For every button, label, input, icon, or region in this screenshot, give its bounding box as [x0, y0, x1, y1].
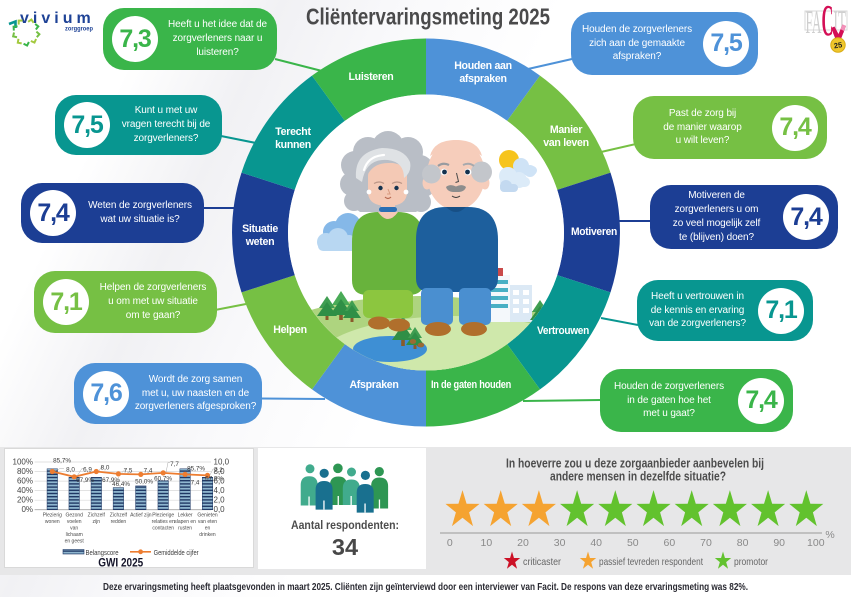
svg-text:4,0: 4,0 — [214, 486, 226, 495]
svg-text:7,2: 7,2 — [214, 467, 223, 474]
svg-text:Plezierige: Plezierige — [152, 513, 174, 519]
svg-text:C: C — [822, 0, 834, 46]
svg-text:20: 20 — [517, 537, 529, 549]
svg-text:46,4%: 46,4% — [112, 481, 130, 488]
svg-text:Helpen: Helpen — [273, 324, 307, 336]
svg-text:40: 40 — [590, 537, 602, 549]
svg-text:Lekker: Lekker — [178, 513, 193, 519]
svg-text:andere mensen in dezelfde situ: andere mensen in dezelfde situatie? — [550, 469, 726, 484]
svg-text:6,9: 6,9 — [83, 467, 92, 474]
svg-text:Cliëntervaringsmeting 2025: Cliëntervaringsmeting 2025 — [306, 4, 550, 30]
svg-text:60,7%: 60,7% — [154, 476, 172, 483]
svg-text:0: 0 — [447, 537, 453, 549]
svg-text:Houden aan: Houden aan — [454, 60, 512, 72]
svg-text:wonen: wonen — [45, 519, 60, 525]
svg-text:GWI 2025: GWI 2025 — [98, 558, 144, 570]
svg-text:passief tevreden respondent: passief tevreden respondent — [599, 556, 703, 568]
svg-text:7,7: 7,7 — [170, 461, 179, 468]
svg-text:60%: 60% — [17, 477, 33, 486]
svg-text:van eten: van eten — [198, 519, 217, 525]
svg-text:Terecht: Terecht — [275, 126, 311, 138]
svg-text:Deze ervaringsmeting heeft pla: Deze ervaringsmeting heeft plaatsgevonde… — [103, 581, 748, 593]
svg-text:Plezierig: Plezierig — [43, 513, 62, 519]
svg-text:contacten: contacten — [152, 526, 174, 532]
svg-text:40%: 40% — [17, 486, 33, 495]
svg-text:vivium: vivium — [20, 10, 95, 27]
svg-text:criticaster: criticaster — [523, 556, 561, 568]
svg-text:25: 25 — [833, 40, 843, 50]
svg-text:34: 34 — [332, 534, 358, 560]
svg-text:Afspraken: Afspraken — [349, 379, 398, 391]
svg-text:60: 60 — [664, 537, 676, 549]
svg-text:6,0: 6,0 — [214, 477, 226, 486]
svg-text:0,0: 0,0 — [214, 505, 226, 514]
svg-text:Zichzelf: Zichzelf — [110, 513, 128, 519]
svg-text:Aantal respondenten:: Aantal respondenten: — [291, 520, 399, 532]
svg-text:Manier: Manier — [550, 124, 583, 136]
svg-text:67,9%: 67,9% — [102, 477, 120, 484]
svg-text:85,7%: 85,7% — [187, 465, 205, 472]
svg-text:20%: 20% — [17, 496, 33, 505]
svg-text:8,0: 8,0 — [101, 464, 110, 471]
svg-text:8,0: 8,0 — [214, 467, 226, 476]
svg-text:Motiveren: Motiveren — [571, 226, 617, 238]
svg-text:Luisteren: Luisteren — [349, 71, 394, 83]
svg-text:7,5: 7,5 — [124, 468, 133, 475]
svg-text:FA: FA — [806, 5, 822, 40]
svg-text:zorggroep: zorggroep — [65, 27, 93, 33]
svg-text:promotor: promotor — [734, 556, 768, 568]
svg-text:Belangscore: Belangscore — [86, 548, 119, 557]
svg-text:Actief zijn: Actief zijn — [130, 513, 152, 519]
svg-text:7,4: 7,4 — [144, 468, 153, 475]
svg-text:zijn: zijn — [93, 519, 101, 525]
svg-text:redden: redden — [111, 519, 127, 525]
svg-text:100: 100 — [807, 537, 825, 549]
svg-text:85,7%: 85,7% — [53, 458, 71, 465]
svg-text:van leven: van leven — [543, 137, 589, 149]
svg-text:kunnen: kunnen — [275, 139, 311, 151]
svg-text:100%: 100% — [13, 458, 33, 467]
svg-text:van: van — [70, 526, 78, 532]
svg-text:In hoeverre zou u deze zorgaan: In hoeverre zou u deze zorgaanbieder aan… — [506, 456, 764, 471]
svg-text:lichaam: lichaam — [66, 532, 83, 538]
svg-text:67,9%: 67,9% — [205, 476, 223, 483]
svg-text:8,0: 8,0 — [66, 467, 75, 474]
svg-text:67,9%: 67,9% — [76, 477, 94, 484]
svg-text:Gezond: Gezond — [65, 513, 83, 519]
svg-text:Gemiddelde cijfer: Gemiddelde cijfer — [154, 548, 199, 557]
svg-text:slapen en: slapen en — [174, 519, 196, 525]
svg-text:Situatie: Situatie — [242, 223, 278, 235]
svg-text:Genieten: Genieten — [197, 513, 218, 519]
svg-text:10: 10 — [481, 537, 493, 549]
svg-text:70: 70 — [700, 537, 712, 549]
svg-text:30: 30 — [554, 537, 566, 549]
svg-text:50: 50 — [627, 537, 639, 549]
svg-text:50,0%: 50,0% — [135, 479, 153, 486]
svg-text:80: 80 — [737, 537, 749, 549]
svg-text:0%: 0% — [21, 505, 33, 514]
svg-text:2,0: 2,0 — [214, 496, 226, 505]
svg-text:7,4: 7,4 — [191, 480, 200, 487]
svg-text:afspraken: afspraken — [459, 73, 506, 85]
svg-text:en: en — [205, 526, 211, 532]
svg-text:Vertrouwen: Vertrouwen — [537, 325, 589, 337]
svg-text:In de gaten houden: In de gaten houden — [431, 379, 511, 391]
svg-text:weten: weten — [245, 236, 275, 248]
svg-text:en geest: en geest — [65, 539, 85, 545]
svg-text:drinken: drinken — [199, 532, 216, 538]
svg-text:90: 90 — [773, 537, 785, 549]
svg-text:%: % — [825, 529, 834, 541]
svg-text:10,0: 10,0 — [214, 458, 230, 467]
svg-text:80%: 80% — [17, 467, 33, 476]
svg-text:relaties en: relaties en — [152, 519, 175, 525]
svg-text:rusten: rusten — [178, 526, 192, 532]
svg-text:Zichzelf: Zichzelf — [88, 513, 106, 519]
svg-text:voelen: voelen — [67, 519, 82, 525]
